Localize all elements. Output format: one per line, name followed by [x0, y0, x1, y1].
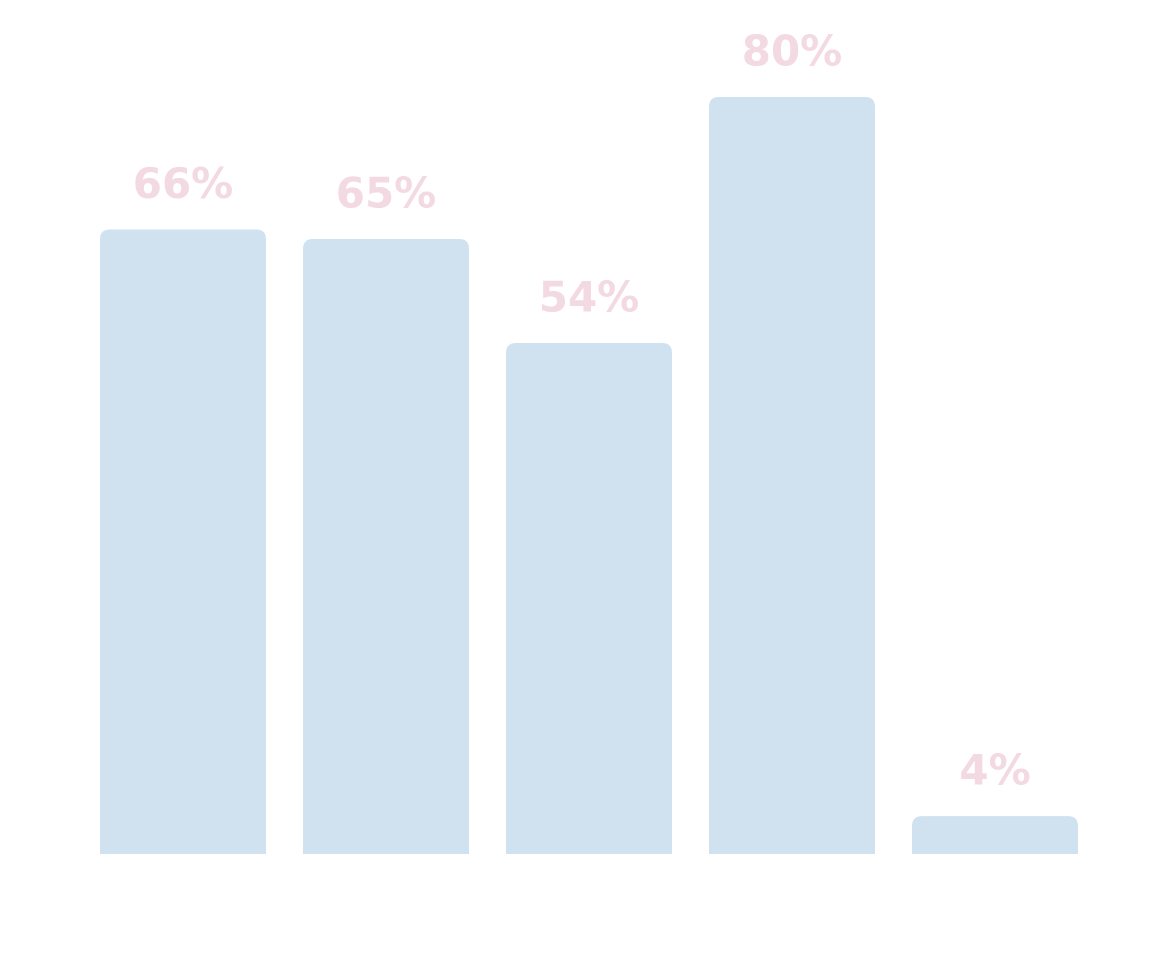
bar [100, 229, 266, 855]
bar [506, 343, 672, 854]
bar [303, 238, 469, 854]
value-label: 54% [539, 273, 640, 322]
bar [709, 97, 875, 854]
value-label: 80% [742, 27, 843, 76]
bar [912, 816, 1078, 854]
value-label: 66% [133, 159, 234, 208]
value-label: 65% [336, 168, 437, 217]
value-label: 4% [959, 746, 1030, 795]
